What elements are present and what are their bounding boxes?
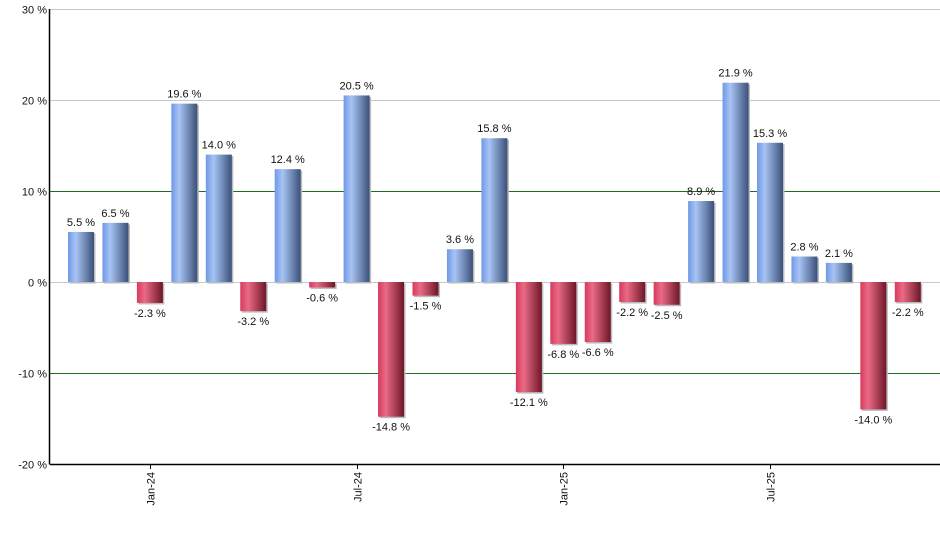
bar (171, 103, 198, 282)
y-tick-label: 0 % (28, 278, 47, 290)
data-label: -12.1 % (510, 397, 548, 409)
bar (205, 154, 232, 282)
data-label: 19.6 % (167, 89, 201, 101)
data-label: -2.2 % (892, 307, 924, 319)
data-label: 15.3 % (753, 128, 787, 140)
y-tick-label: 30 % (22, 5, 47, 17)
bar (240, 282, 267, 312)
x-tick-label: Jan-24 (146, 472, 158, 506)
data-label: 12.4 % (271, 154, 305, 166)
bar (860, 282, 887, 410)
data-label: 5.5 % (67, 217, 95, 229)
bar (757, 142, 783, 282)
bar (653, 282, 680, 305)
data-label: -2.3 % (134, 308, 166, 320)
y-tick-label: -10 % (18, 369, 47, 381)
bar (550, 282, 577, 344)
data-label: -0.6 % (306, 292, 338, 304)
data-label: -14.0 % (854, 414, 892, 426)
axes: -20 % -10 % 0 % 10 % 20 % 30 % Jan-24 Jul-24 Jan… (18, 5, 940, 506)
data-label: 21.9 % (718, 68, 752, 80)
y-tick-label: 10 % (22, 187, 47, 199)
bar (688, 201, 715, 282)
bar (343, 95, 370, 282)
data-label: -6.8 % (547, 349, 579, 361)
bar (274, 169, 301, 282)
bar (481, 138, 508, 282)
data-label: -2.2 % (616, 307, 648, 319)
bar (825, 262, 852, 282)
data-label: 3.6 % (446, 234, 474, 246)
bar (378, 282, 405, 417)
y-tick-label: -20 % (18, 460, 47, 472)
bars (68, 82, 923, 419)
bar (136, 282, 163, 303)
x-tick-label: Jul-24 (353, 472, 365, 502)
data-label: -14.8 % (372, 422, 410, 434)
bar (722, 82, 749, 283)
data-label: -6.6 % (582, 347, 614, 359)
data-label: 6.5 % (101, 208, 129, 220)
bar (446, 249, 473, 282)
y-tick-label: 20 % (22, 96, 47, 108)
bar (791, 256, 818, 282)
bar (102, 222, 129, 282)
value-labels: 5.5 % 6.5 % -2.3 % 19.6 % 14.0 % -3.2 % 12.4 %… (67, 68, 924, 434)
bar (894, 282, 921, 303)
bar (68, 231, 94, 282)
data-label: -2.5 % (651, 310, 683, 322)
bar (412, 282, 439, 296)
data-label: -1.5 % (410, 301, 442, 313)
x-tick-label: Jan-25 (559, 472, 571, 506)
bar (619, 282, 646, 303)
bar (584, 282, 611, 343)
data-label: 15.8 % (477, 123, 511, 135)
data-label: 2.8 % (790, 242, 818, 254)
data-label: -3.2 % (237, 316, 269, 328)
data-label: 14.0 % (202, 140, 236, 152)
x-tick-label: Jul-25 (766, 472, 778, 502)
data-label: 2.1 % (825, 248, 853, 260)
data-label: 20.5 % (339, 80, 373, 92)
bar (515, 282, 542, 393)
bar (309, 282, 336, 288)
data-label: 8.9 % (687, 186, 715, 198)
